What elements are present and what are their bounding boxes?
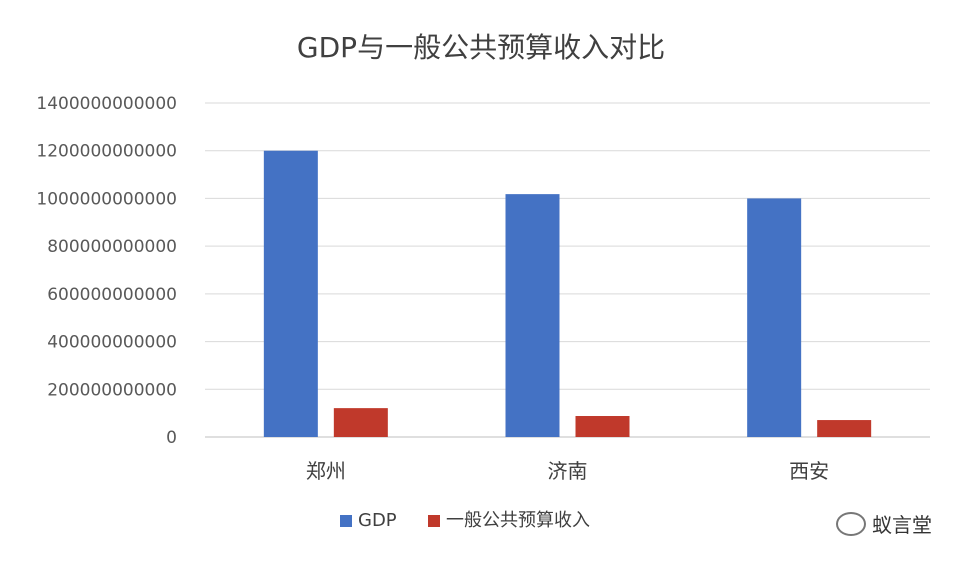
watermark: 蚁言堂	[836, 509, 932, 538]
legend-label: 一般公共预算收入	[446, 510, 590, 531]
y-tick-label: 400000000000	[47, 333, 177, 353]
bar-budget-revenue	[575, 416, 630, 437]
y-tick-label: 600000000000	[47, 285, 177, 305]
chart-title: GDP与一般公共预算收入对比	[296, 31, 666, 64]
y-tick-label: 800000000000	[47, 237, 177, 257]
bar-gdp	[505, 194, 560, 437]
legend-swatch	[340, 515, 352, 527]
bar-budget-revenue	[817, 420, 872, 437]
y-tick-label: 1000000000000	[36, 189, 177, 209]
y-tick-label: 1400000000000	[36, 94, 177, 114]
y-tick-label: 0	[166, 428, 177, 448]
bar-gdp	[747, 198, 802, 437]
x-category-label: 郑州	[306, 459, 346, 483]
x-category-label: 济南	[548, 459, 588, 483]
bar-budget-revenue	[333, 408, 388, 437]
y-tick-label: 200000000000	[47, 380, 177, 400]
watermark-text: 蚁言堂	[872, 513, 932, 537]
legend-label: GDP	[358, 510, 397, 531]
bar-gdp	[263, 150, 318, 437]
legend-swatch	[428, 515, 440, 527]
x-category-label: 西安	[789, 459, 829, 483]
wechat-icon	[836, 511, 866, 536]
y-tick-label: 1200000000000	[36, 142, 177, 162]
